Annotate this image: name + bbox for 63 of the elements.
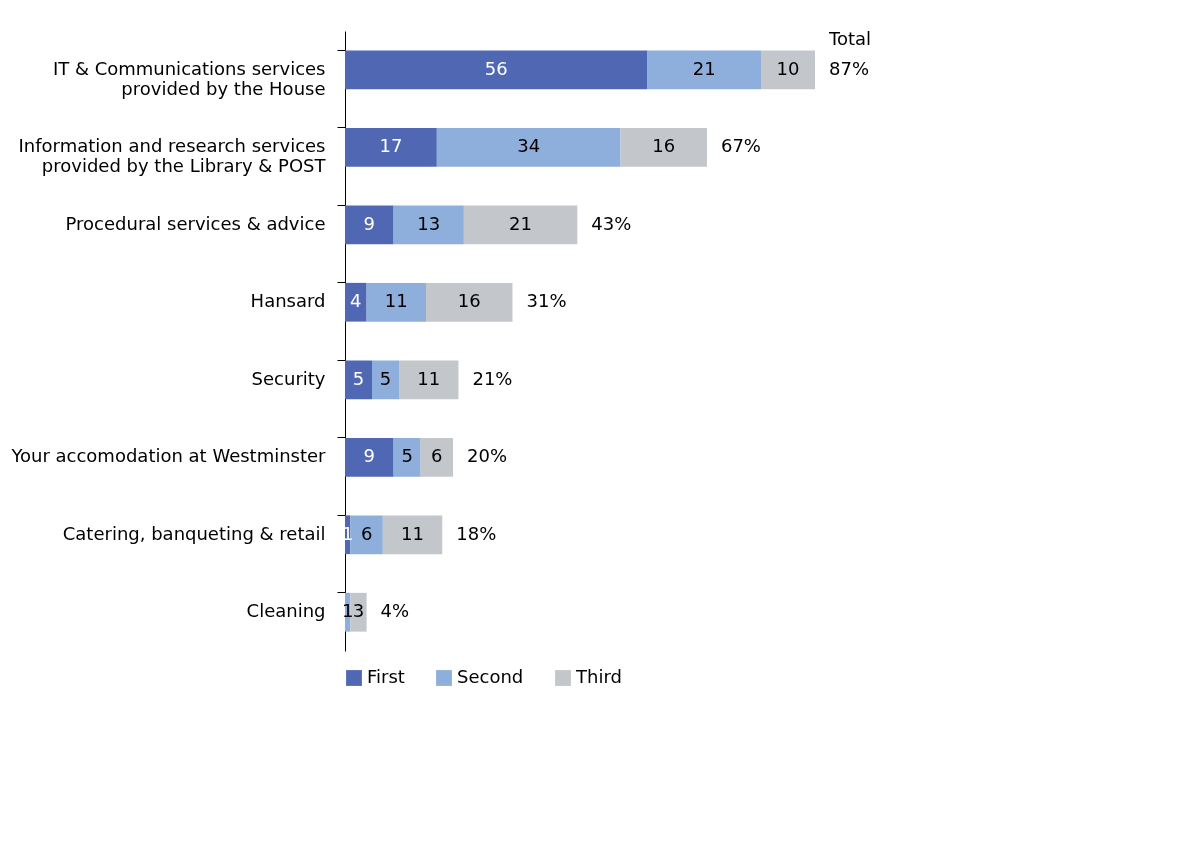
data-label: 11 bbox=[401, 522, 424, 544]
total-label: 18% bbox=[456, 522, 497, 544]
bar bbox=[345, 205, 394, 245]
data-label: 56 bbox=[484, 57, 508, 79]
total-label: 87% bbox=[829, 57, 870, 79]
bar bbox=[350, 592, 367, 632]
y-tick-label: Security bbox=[251, 367, 326, 389]
y-tick-label: Information and research services provided by the Library & POST bbox=[18, 135, 327, 177]
bar bbox=[393, 205, 464, 245]
data-label: 21 bbox=[509, 212, 533, 234]
legend-label: Second bbox=[457, 666, 524, 687]
data-label: 13 bbox=[417, 212, 441, 234]
data-label: 10 bbox=[776, 57, 800, 79]
data-label: 4 bbox=[350, 290, 362, 312]
y-tick-label: Your accomodation at Westminster bbox=[10, 445, 327, 467]
total-label: 21% bbox=[472, 367, 513, 389]
bar bbox=[366, 282, 427, 322]
data-label: 21 bbox=[692, 57, 716, 79]
y-tick-label: Cleaning bbox=[246, 600, 326, 622]
data-label: 5 bbox=[352, 367, 365, 389]
legend-label: Third bbox=[575, 666, 622, 687]
bar bbox=[345, 50, 648, 90]
data-label: 16 bbox=[652, 135, 676, 157]
bar bbox=[436, 127, 621, 167]
data-label: 6 bbox=[360, 522, 373, 544]
total-label: 31% bbox=[526, 290, 567, 312]
bar bbox=[760, 50, 815, 90]
data-label: 16 bbox=[457, 290, 481, 312]
y-tick-label: IT & Communications services provided by the House bbox=[52, 57, 326, 99]
total-label: 43% bbox=[591, 212, 632, 234]
y-tick-label: Catering, banqueting & retail bbox=[62, 522, 326, 544]
data-label: 6 bbox=[431, 445, 443, 467]
bar bbox=[345, 127, 437, 167]
bar bbox=[345, 282, 367, 322]
total-label: 67% bbox=[720, 135, 761, 157]
data-label: 5 bbox=[379, 367, 392, 389]
bar bbox=[420, 437, 454, 477]
total-label: 20% bbox=[467, 445, 508, 467]
legend-label: First bbox=[367, 666, 405, 687]
data-label: 11 bbox=[384, 290, 408, 312]
bar bbox=[399, 360, 459, 400]
total-label: 4% bbox=[380, 600, 410, 622]
bar bbox=[463, 205, 578, 245]
data-label: 9 bbox=[363, 445, 376, 467]
data-label: 5 bbox=[401, 445, 413, 467]
bar bbox=[350, 515, 383, 555]
y-tick-label: Procedural services & advice bbox=[65, 212, 326, 234]
bar bbox=[620, 127, 707, 167]
data-label: 9 bbox=[363, 212, 376, 234]
bar bbox=[345, 437, 394, 477]
text: Total bbox=[828, 27, 872, 49]
data-label: 34 bbox=[517, 135, 541, 157]
bar bbox=[647, 50, 761, 90]
bar bbox=[372, 360, 400, 400]
data-label: 1 bbox=[341, 600, 354, 622]
bar bbox=[345, 360, 373, 400]
bar bbox=[382, 515, 443, 555]
data-label: 3 bbox=[352, 600, 365, 622]
y-tick-label: Hansard bbox=[250, 290, 326, 312]
data-label: 11 bbox=[417, 367, 441, 389]
bar bbox=[426, 282, 513, 322]
bar bbox=[393, 437, 421, 477]
data-label: 17 bbox=[379, 135, 403, 157]
